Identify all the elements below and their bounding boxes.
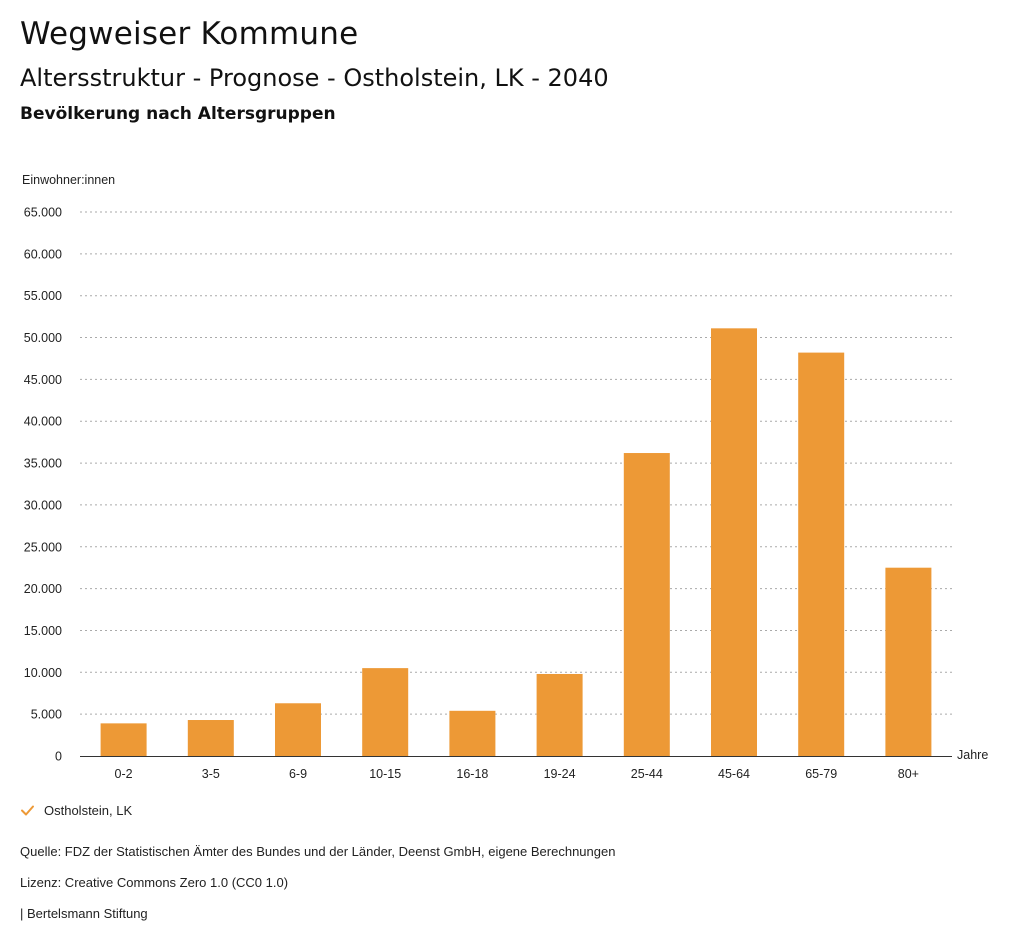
x-tick-label: 6-9 bbox=[289, 767, 307, 781]
bar-10-15[interactable] bbox=[362, 668, 409, 756]
chart-heading: Bevölkerung nach Altersgruppen bbox=[20, 104, 336, 124]
publisher-note: | Bertelsmann Stiftung bbox=[20, 906, 148, 921]
bar-45-64[interactable] bbox=[711, 328, 757, 756]
legend-item-ostholstein[interactable]: Ostholstein, LK bbox=[20, 803, 132, 818]
legend-label: Ostholstein, LK bbox=[44, 803, 133, 818]
x-axis-label: Jahre bbox=[957, 748, 988, 762]
y-axis-label: Einwohner:innen bbox=[22, 173, 115, 187]
x-tick-label: 3-5 bbox=[202, 767, 220, 781]
bar-chart: Einwohner:innen 0 5.000 10.000 15.000 20.000 2… bbox=[22, 173, 988, 781]
y-tick-label: 65.000 bbox=[24, 206, 62, 220]
page-title: Wegweiser Kommune bbox=[20, 16, 359, 52]
bar-6-9[interactable] bbox=[275, 703, 321, 756]
y-tick-label: 25.000 bbox=[24, 540, 62, 554]
y-tick-label: 40.000 bbox=[24, 415, 62, 429]
source-note: Quelle: FDZ der Statistischen Ämter des … bbox=[20, 844, 616, 859]
x-tick-label: 65-79 bbox=[805, 767, 837, 781]
x-tick-label: 45-64 bbox=[718, 767, 750, 781]
x-tick-label: 19-24 bbox=[544, 767, 576, 781]
y-tick-label: 60.000 bbox=[24, 247, 62, 261]
y-tick-label: 55.000 bbox=[24, 289, 62, 303]
y-tick-label: 5.000 bbox=[31, 708, 62, 722]
license-note: Lizenz: Creative Commons Zero 1.0 (CC0 1… bbox=[20, 875, 289, 890]
bar-65-79[interactable] bbox=[798, 352, 845, 756]
bar-3-5[interactable] bbox=[187, 720, 234, 756]
y-tick-label: 10.000 bbox=[24, 666, 62, 680]
y-tick-label: 30.000 bbox=[24, 498, 62, 512]
page-subtitle: Altersstruktur - Prognose - Ostholstein,… bbox=[20, 64, 609, 92]
y-tick-label: 15.000 bbox=[24, 624, 62, 638]
x-tick-label: 0-2 bbox=[115, 767, 133, 781]
bar-0-2[interactable] bbox=[100, 723, 147, 756]
checkmark-icon bbox=[20, 803, 35, 818]
y-tick-label: 45.000 bbox=[24, 373, 62, 387]
bar-80+[interactable] bbox=[885, 567, 932, 756]
y-tick-label: 35.000 bbox=[24, 457, 62, 471]
x-tick-label: 80+ bbox=[898, 767, 919, 781]
bar-19-24[interactable] bbox=[536, 673, 583, 756]
x-tick-label: 10-15 bbox=[369, 767, 401, 781]
bar-25-44[interactable] bbox=[623, 453, 670, 756]
x-tick-label: 16-18 bbox=[456, 767, 488, 781]
bar-16-18[interactable] bbox=[449, 710, 496, 756]
y-tick-label: 20.000 bbox=[24, 582, 62, 596]
y-tick-label: 50.000 bbox=[24, 331, 62, 345]
x-tick-label: 25-44 bbox=[631, 767, 663, 781]
y-tick-label: 0 bbox=[55, 750, 62, 764]
